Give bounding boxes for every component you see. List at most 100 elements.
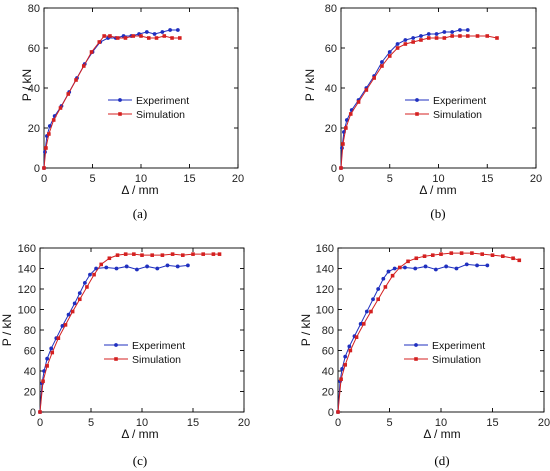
data-point-simulation-c xyxy=(50,350,55,355)
y-tick-label-c: 60 xyxy=(24,346,36,358)
data-point-simulation-d xyxy=(369,309,373,314)
data-point-experiment-b xyxy=(344,118,349,122)
x-tick-label-d: 5 xyxy=(386,417,392,429)
x-tick-label-b: 15 xyxy=(481,173,493,185)
data-point-simulation-b xyxy=(372,76,376,80)
data-point-simulation-b xyxy=(341,142,345,146)
plot-frame-a xyxy=(43,7,239,169)
data-point-simulation-c xyxy=(160,253,165,257)
x-tick-label-a: 0 xyxy=(41,173,47,185)
y-tick-label-c: 40 xyxy=(24,366,36,378)
data-point-simulation-c xyxy=(92,272,96,277)
data-point-simulation-a xyxy=(102,34,106,38)
data-point-simulation-c xyxy=(45,364,49,368)
y-tick-label-c: 80 xyxy=(24,325,36,337)
data-point-experiment-c xyxy=(175,264,180,269)
plot-area-b: 0 5 10 15 20 0 20 40 60 80 Experiment Simulation xyxy=(325,3,542,185)
data-point-simulation-a xyxy=(123,36,128,40)
x-tick-label-a: 10 xyxy=(135,173,147,185)
data-point-simulation-b xyxy=(495,36,499,40)
legend-label-simulation-d: Simulation xyxy=(432,354,481,366)
data-point-experiment-b xyxy=(426,32,431,36)
y-tick-label-b: 40 xyxy=(325,83,337,95)
legend-marker-simulation-d xyxy=(414,357,418,361)
series-line-simulation-b xyxy=(340,35,498,169)
data-point-experiment-b xyxy=(395,42,400,46)
data-point-simulation-d xyxy=(376,297,380,302)
data-point-simulation-c xyxy=(191,252,195,256)
data-point-experiment-b xyxy=(419,34,423,38)
y-tick-label-d: 120 xyxy=(316,284,334,296)
data-point-simulation-a xyxy=(44,146,48,150)
caption-a: (a) xyxy=(133,206,147,221)
data-point-simulation-a xyxy=(154,36,159,40)
data-point-experiment-a xyxy=(175,28,180,32)
y-tick-label-a: 60 xyxy=(28,43,40,55)
data-point-simulation-c xyxy=(123,252,128,256)
data-point-experiment-c xyxy=(94,266,98,271)
y-tick-label-c: 100 xyxy=(18,305,36,317)
y-tick-label-b: 0 xyxy=(331,163,337,175)
data-point-simulation-c xyxy=(99,262,103,267)
data-point-simulation-c xyxy=(63,323,68,327)
x-tick-label-d: 0 xyxy=(335,417,341,429)
data-point-experiment-c xyxy=(77,291,82,295)
x-tick-label-c: 10 xyxy=(136,417,148,429)
data-point-simulation-b xyxy=(395,46,400,50)
data-point-experiment-a xyxy=(160,30,165,34)
data-point-simulation-d xyxy=(517,258,522,263)
x-tick-label-b: 0 xyxy=(338,173,344,185)
x-axis-label-b: Δ / mm xyxy=(419,183,456,197)
y-axis-label-b: P / kN xyxy=(303,69,317,101)
y-tick-label-d: 0 xyxy=(328,407,334,419)
x-axis-label-a: Δ / mm xyxy=(121,183,158,197)
data-point-simulation-a xyxy=(47,132,51,136)
data-point-experiment-b xyxy=(387,50,392,54)
legend-marker-simulation-a xyxy=(118,112,122,116)
data-point-simulation-d xyxy=(336,410,340,414)
data-point-experiment-d xyxy=(358,321,363,326)
data-point-experiment-d xyxy=(381,276,386,281)
y-tick-label-b: 20 xyxy=(325,123,337,135)
x-tick-label-a: 20 xyxy=(232,173,244,185)
y-tick-label-a: 40 xyxy=(28,83,40,95)
y-tick-label-d: 100 xyxy=(316,305,334,317)
data-point-simulation-b xyxy=(339,166,343,170)
data-point-simulation-b xyxy=(364,88,369,92)
data-point-simulation-d xyxy=(422,254,427,258)
data-point-experiment-d xyxy=(444,264,449,269)
x-tick-label-c: 5 xyxy=(88,417,94,429)
data-point-simulation-c xyxy=(107,256,112,261)
data-point-simulation-c xyxy=(201,252,205,256)
y-tick-label-c: 0 xyxy=(30,407,36,419)
data-point-simulation-a xyxy=(66,92,71,96)
data-point-experiment-c xyxy=(82,280,87,285)
data-point-experiment-d xyxy=(423,264,428,269)
data-point-simulation-c xyxy=(77,297,82,302)
plot-area-d: 0 5 10 15 20 0 20 40 60 80 100 120 140 160 Experiment S… xyxy=(316,243,550,429)
legend-label-experiment-d: Experiment xyxy=(432,340,485,352)
data-point-experiment-d xyxy=(454,266,459,271)
y-tick-label-d: 140 xyxy=(316,264,334,276)
plot-frame-d xyxy=(337,247,545,413)
data-point-experiment-d xyxy=(376,287,381,291)
data-point-simulation-d xyxy=(449,251,454,255)
data-point-simulation-b xyxy=(411,40,415,44)
x-tick-label-b: 5 xyxy=(387,173,393,185)
data-point-simulation-b xyxy=(475,34,480,38)
legend-label-simulation-b: Simulation xyxy=(433,109,482,121)
data-point-simulation-b xyxy=(344,126,348,130)
data-point-simulation-c xyxy=(38,410,42,414)
data-point-simulation-b xyxy=(403,42,408,46)
y-tick-label-b: 80 xyxy=(325,3,337,15)
x-tick-label-b: 20 xyxy=(530,173,542,185)
y-tick-label-c: 20 xyxy=(24,387,36,399)
data-point-simulation-a xyxy=(97,40,102,44)
data-point-experiment-c xyxy=(49,346,54,351)
data-point-simulation-a xyxy=(139,34,143,38)
data-point-simulation-d xyxy=(398,265,402,270)
plot-frame-b xyxy=(340,7,537,169)
data-point-simulation-d xyxy=(511,256,515,261)
data-point-simulation-c xyxy=(132,252,136,256)
legend-label-simulation-a: Simulation xyxy=(136,109,185,121)
